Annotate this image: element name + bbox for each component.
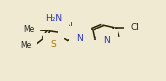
Text: Me: Me xyxy=(23,25,34,34)
Text: Me: Me xyxy=(20,41,31,50)
Text: S: S xyxy=(51,40,56,49)
Text: N: N xyxy=(77,34,83,43)
Text: H₂N: H₂N xyxy=(45,14,62,23)
Text: Cl: Cl xyxy=(131,23,140,32)
Text: N: N xyxy=(65,22,72,31)
Text: N: N xyxy=(104,36,110,45)
